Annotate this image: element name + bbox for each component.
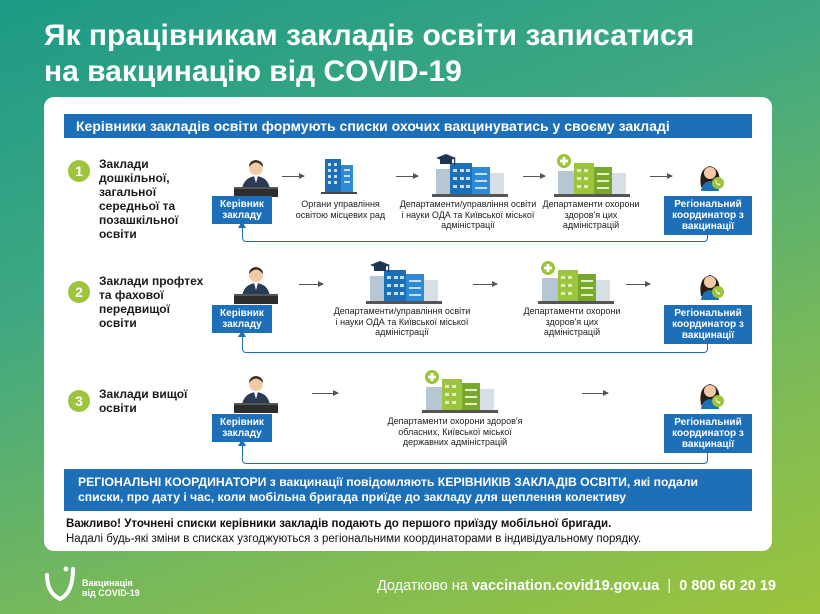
step-caption: Департаменти охорони здоров'я обласних, …	[387, 416, 523, 447]
footer-separator: |	[667, 578, 672, 594]
page-title: Як працівникам закладів освіти записатис…	[44, 18, 804, 90]
boss-chip: Керівник закладу	[212, 196, 272, 224]
health-building-icon	[554, 153, 630, 197]
main-card: Керівники закладів освіти формують списк…	[44, 97, 772, 551]
arrow-icon	[473, 281, 498, 287]
coordinator-chip: Регіональний координатор з вакцинації	[664, 305, 752, 344]
boss-icon	[228, 375, 284, 415]
step-number: 3	[68, 390, 90, 412]
footer-prefix: Додатково на	[376, 578, 468, 594]
return-arrow-icon	[238, 221, 708, 242]
row-label: Заклади дошкільної, загальної середньої …	[99, 157, 179, 241]
logo-line-1: Вакцинація	[82, 578, 133, 588]
arrow-icon	[282, 173, 305, 179]
step-number: 1	[68, 160, 90, 182]
boss-chip: Керівник закладу	[212, 305, 272, 333]
step-caption: Департаменти/управління освіти і науки О…	[333, 306, 471, 337]
important-rest: Надалі будь-які зміни в списках узгоджую…	[66, 533, 642, 545]
coordinator-icon	[695, 270, 725, 300]
footer-contacts: Додатково на vaccination.covid19.gov.ua …	[377, 578, 776, 594]
return-arrow-icon	[238, 330, 708, 353]
coordinator-chip: Регіональний координатор з вакцинації	[664, 414, 752, 453]
step-number: 2	[68, 281, 90, 303]
footer-site-link[interactable]: vaccination.covid19.gov.ua	[471, 578, 660, 594]
step-caption: Департаменти охорони здоров'я цих адміні…	[523, 306, 621, 337]
arrow-icon	[523, 173, 546, 179]
step-caption: Департаменти/управління освіти і науки О…	[399, 199, 537, 230]
title-line-1: Як працівникам закладів освіти записатис…	[44, 19, 695, 52]
boss-icon	[228, 159, 284, 199]
education-building-icon	[366, 260, 442, 304]
logo-line-2: від COVID-19	[82, 588, 140, 598]
title-line-2: на вакцинацію від COVID-19	[44, 55, 462, 88]
vaccination-logo-icon	[45, 566, 75, 601]
arrow-icon	[582, 390, 609, 396]
footer-phone[interactable]: 0 800 60 20 19	[679, 578, 776, 594]
top-banner: Керівники закладів освіти формують списк…	[64, 114, 752, 138]
row-3: 3 Заклади вищої освіти Керівник закладу …	[44, 369, 772, 464]
coordinator-chip: Регіональний координатор з вакцинації	[664, 196, 752, 235]
step-caption: Органи управління освітою місцевих рад	[295, 199, 386, 220]
coordinator-icon	[695, 161, 725, 191]
important-bold: Важливо! Уточнені списки керівники закла…	[66, 518, 612, 530]
arrow-icon	[626, 281, 651, 287]
important-note: Важливо! Уточнені списки керівники закла…	[66, 517, 756, 547]
boss-chip: Керівник закладу	[212, 414, 272, 442]
row-1: 1 Заклади дошкільної, загальної середньо…	[44, 155, 772, 255]
education-building-icon	[432, 153, 508, 197]
logo-text: Вакцинація від COVID-19	[82, 578, 140, 598]
arrow-icon	[650, 173, 673, 179]
boss-icon	[228, 266, 284, 306]
row-label: Заклади вищої освіти	[99, 387, 188, 415]
row-label: Заклади профтех та фахової передвищої ос…	[99, 274, 204, 330]
arrow-icon	[299, 281, 324, 287]
health-building-icon	[422, 369, 498, 413]
coordinator-icon	[695, 379, 725, 409]
row-2: 2 Заклади профтех та фахової передвищої …	[44, 260, 772, 360]
arrow-icon	[312, 390, 339, 396]
bottom-banner: РЕГІОНАЛЬНІ КООРДИНАТОРИ з вакцинації по…	[64, 469, 752, 511]
return-arrow-icon	[238, 439, 708, 464]
arrow-icon	[396, 173, 419, 179]
office-building-icon	[319, 155, 359, 195]
step-caption: Департаменти охорони здоров'я цих адміні…	[542, 199, 640, 230]
health-building-icon	[538, 260, 614, 304]
